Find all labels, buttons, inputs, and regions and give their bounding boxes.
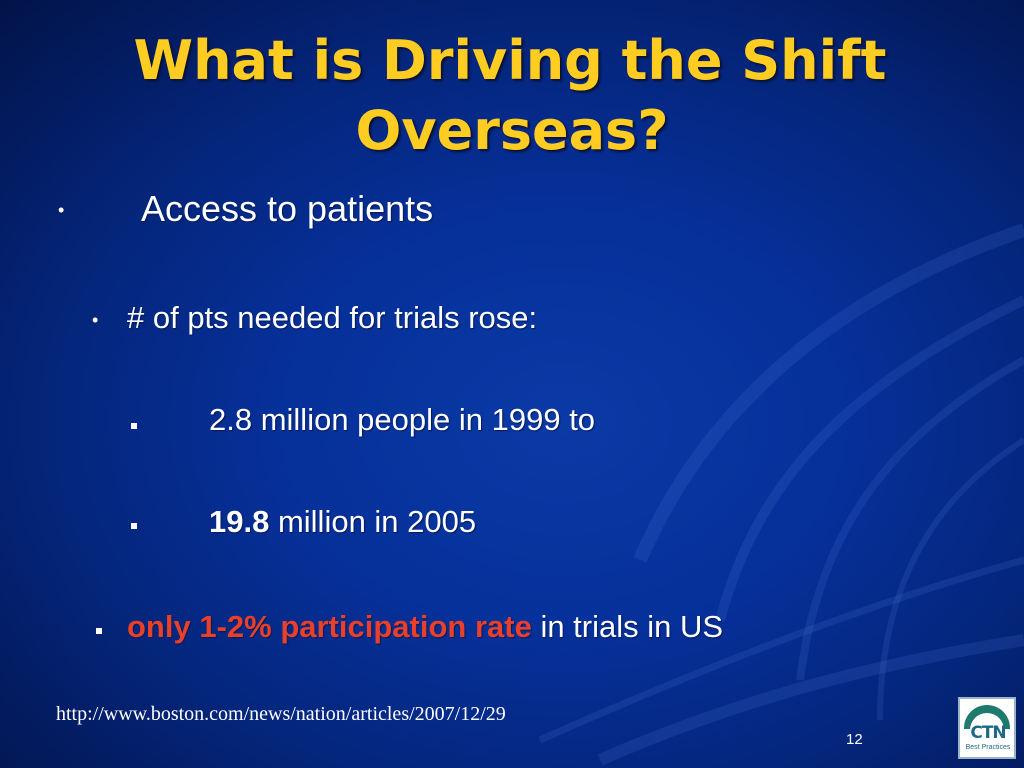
page-number: 12 xyxy=(846,731,863,748)
bullet-square-3 xyxy=(131,423,137,429)
bullet-square-4 xyxy=(131,523,137,529)
logo-text: CTN xyxy=(970,723,1006,743)
title-line-1: What is Driving the Shift xyxy=(133,29,887,92)
ctn-logo: CTN Best Practices xyxy=(958,697,1016,759)
logo-arc-inner xyxy=(970,713,1004,731)
slide-title: What is Driving the Shift Overseas? xyxy=(0,26,1024,166)
title-line-2: Overseas? xyxy=(355,99,669,162)
bullet-square-5 xyxy=(96,628,102,634)
bullet-participation-rate: only 1-2% participation rate in trials i… xyxy=(127,609,723,645)
bold-figure: 19.8 xyxy=(209,504,270,539)
source-url: http://www.boston.com/news/nation/articl… xyxy=(56,703,506,725)
participation-highlight: only 1-2% participation rate xyxy=(127,609,532,644)
participation-rest: in trials in US xyxy=(531,609,724,644)
logo-subtext: Best Practices xyxy=(965,744,1011,751)
bullet-pts-needed: # of pts needed for trials rose: xyxy=(127,300,538,335)
bullet-2005-figure: 19.8 million in 2005 xyxy=(209,504,476,540)
bullet-access-to-patients: Access to patients xyxy=(141,188,434,229)
bullet-dot-1: • xyxy=(58,200,65,220)
bullet-2005-rest: million in 2005 xyxy=(269,504,477,539)
bullet-dot-2: • xyxy=(92,310,99,330)
bullet-1999-figure: 2.8 million people in 1999 to xyxy=(209,402,596,437)
